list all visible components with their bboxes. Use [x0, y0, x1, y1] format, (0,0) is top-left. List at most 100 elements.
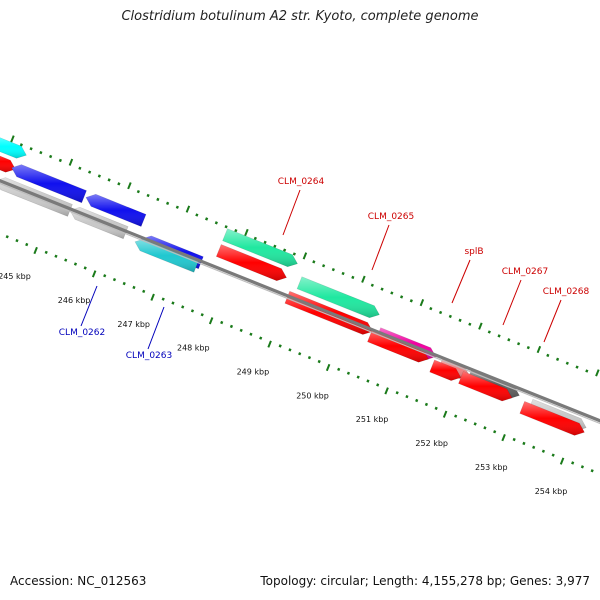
gene-arrow-shade: [86, 194, 146, 227]
tick-mark: [337, 367, 341, 371]
tick-mark: [483, 426, 487, 430]
tick-mark: [351, 275, 355, 280]
topology-text: Topology: circular; Length: 4,155,278 bp…: [260, 574, 590, 588]
tick-label: 252 kbp: [415, 439, 448, 448]
gene-arrow-shade: [429, 360, 461, 381]
tick-mark: [501, 434, 506, 442]
tick-mark: [195, 213, 199, 217]
tick-mark: [5, 235, 9, 239]
tick-mark: [58, 158, 62, 163]
outer-tick-track: [10, 135, 600, 377]
tick-mark: [321, 264, 326, 268]
tick-mark: [559, 457, 565, 465]
gene-label: CLM_0267: [502, 267, 548, 277]
tick-mark: [97, 174, 101, 178]
tick-mark: [380, 287, 384, 291]
tick-mark: [136, 189, 140, 194]
gene-label: CLM_0263: [126, 351, 172, 361]
gene-label-leader: [282, 189, 301, 236]
tick-mark: [497, 334, 501, 338]
tick-mark: [112, 278, 117, 282]
tick-label: 254 kbp: [535, 487, 568, 496]
tick-mark: [458, 318, 462, 322]
tick-mark: [127, 182, 132, 190]
tick-mark: [88, 170, 92, 174]
tick-mark: [292, 252, 296, 256]
tick-mark: [181, 305, 185, 309]
inner-tick-track: [5, 235, 594, 473]
tick-mark: [463, 418, 468, 422]
tick-mark: [405, 394, 409, 399]
tick-mark: [244, 228, 249, 237]
tick-mark: [585, 369, 589, 373]
tick-mark: [395, 391, 399, 395]
gene-label-leader: [543, 299, 562, 343]
gene-label: splB: [464, 247, 483, 257]
tick-mark: [190, 309, 195, 313]
tick-mark: [253, 236, 257, 241]
tick-mark: [220, 320, 224, 325]
tick-mark: [132, 285, 136, 290]
tick-mark: [171, 301, 175, 305]
tick-mark: [551, 453, 555, 457]
tick-mark: [434, 406, 438, 410]
tick-mark: [117, 182, 121, 186]
tick-mark: [536, 345, 542, 354]
tick-mark: [555, 357, 560, 361]
tick-mark: [298, 352, 302, 356]
tick-mark: [49, 154, 53, 159]
genome-title: Clostridium botulinum A2 str. Kyoto, com…: [121, 9, 479, 24]
gene-arrow-shade: [519, 401, 585, 436]
tick-mark: [384, 387, 389, 395]
tick-mark: [282, 248, 287, 252]
tick-mark: [166, 201, 170, 205]
gene-label-leader: [80, 285, 98, 327]
tick-mark: [44, 250, 48, 255]
gene-arrow-shade: [135, 238, 199, 273]
tick-mark: [29, 147, 33, 151]
tick-mark: [448, 314, 452, 319]
backbone-line: [0, 182, 600, 425]
tick-mark: [442, 410, 448, 418]
tick-mark: [399, 295, 404, 299]
gene-label: CLM_0262: [59, 328, 105, 338]
tick-mark: [122, 281, 126, 286]
tick-label: 253 kbp: [475, 463, 508, 472]
tick-mark: [390, 291, 394, 295]
tick-mark: [473, 422, 477, 426]
tick-mark: [68, 158, 74, 166]
tick-mark: [234, 228, 238, 233]
tick-mark: [54, 254, 58, 258]
gene-arrow-shade: [0, 156, 16, 173]
tick-mark: [224, 225, 228, 229]
tick-mark: [526, 345, 530, 350]
tick-mark: [150, 293, 155, 301]
tick-mark: [39, 150, 43, 155]
tick-mark: [307, 355, 312, 360]
gene-labels: CLM_0264 CLM_0265 splB CLM_0267 CLM_0268 CLM_…: [59, 177, 590, 361]
tick-mark: [78, 166, 82, 170]
tick-mark: [370, 283, 374, 287]
backbone-line: [0, 179, 600, 423]
tick-mark: [142, 289, 146, 294]
tick-mark: [376, 383, 380, 387]
tick-mark: [512, 437, 516, 442]
tick-mark: [249, 332, 253, 336]
tick-mark: [73, 262, 78, 266]
tick-mark: [478, 322, 483, 330]
tick-mark: [156, 197, 160, 202]
tick-mark: [468, 322, 472, 326]
tick-mark: [454, 414, 458, 418]
tick-mark: [493, 430, 497, 434]
gene-arrow-shade: [458, 371, 512, 401]
tick-mark: [356, 375, 360, 379]
tick-mark: [595, 369, 600, 377]
tick-mark: [522, 441, 526, 446]
tick-mark: [175, 205, 179, 209]
tick-mark: [532, 445, 536, 449]
tick-mark: [366, 379, 370, 383]
tick-mark: [429, 306, 433, 311]
tick-mark: [239, 328, 243, 333]
tick-mark: [419, 299, 425, 307]
